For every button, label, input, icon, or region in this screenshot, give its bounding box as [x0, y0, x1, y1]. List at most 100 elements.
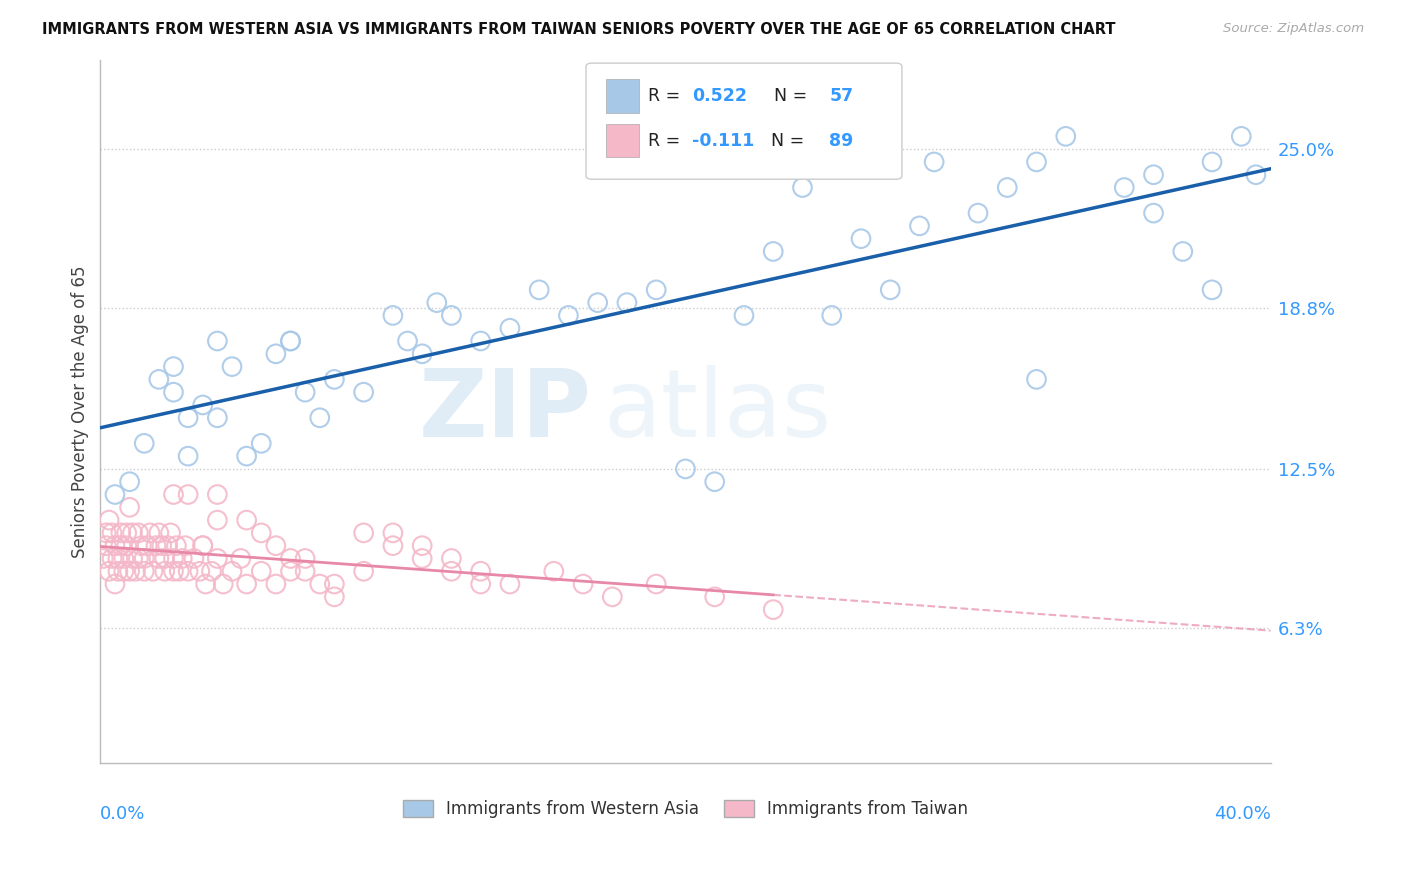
- Text: N =: N =: [770, 131, 810, 150]
- Point: [107, 551, 129, 566]
- Point: [411, 347, 433, 361]
- Point: [586, 295, 609, 310]
- Point: [294, 385, 316, 400]
- Point: [849, 232, 872, 246]
- Point: [499, 321, 522, 335]
- Point: [411, 539, 433, 553]
- Point: [221, 359, 243, 374]
- Point: [121, 525, 143, 540]
- Point: [124, 564, 146, 578]
- Point: [602, 590, 624, 604]
- Text: Source: ZipAtlas.com: Source: ZipAtlas.com: [1223, 22, 1364, 36]
- Point: [440, 551, 463, 566]
- Point: [250, 525, 273, 540]
- Text: 0.522: 0.522: [693, 87, 748, 105]
- Point: [96, 539, 118, 553]
- Point: [145, 539, 167, 553]
- Point: [98, 513, 121, 527]
- Point: [470, 564, 492, 578]
- Point: [136, 539, 159, 553]
- Point: [995, 180, 1018, 194]
- Point: [96, 525, 118, 540]
- Point: [162, 564, 184, 578]
- Point: [703, 590, 725, 604]
- Text: N =: N =: [762, 87, 813, 105]
- Point: [148, 372, 170, 386]
- Point: [280, 334, 302, 348]
- Point: [118, 475, 141, 489]
- Point: [294, 551, 316, 566]
- Point: [411, 551, 433, 566]
- Point: [1142, 168, 1164, 182]
- Point: [101, 551, 124, 566]
- Text: R =: R =: [648, 131, 686, 150]
- Point: [127, 525, 149, 540]
- Point: [104, 487, 127, 501]
- Point: [194, 577, 217, 591]
- Point: [177, 410, 200, 425]
- Point: [207, 551, 229, 566]
- Point: [792, 180, 814, 194]
- Point: [323, 372, 346, 386]
- Point: [1201, 155, 1223, 169]
- Point: [235, 577, 257, 591]
- Point: [212, 577, 235, 591]
- Point: [159, 525, 181, 540]
- Point: [177, 449, 200, 463]
- Y-axis label: Seniors Poverty Over the Age of 65: Seniors Poverty Over the Age of 65: [72, 265, 89, 558]
- Point: [294, 564, 316, 578]
- Point: [162, 551, 184, 566]
- FancyBboxPatch shape: [606, 124, 638, 157]
- Point: [733, 309, 755, 323]
- Text: 57: 57: [830, 87, 853, 105]
- Point: [188, 564, 211, 578]
- Point: [353, 564, 375, 578]
- Point: [221, 564, 243, 578]
- Point: [169, 564, 191, 578]
- Point: [174, 539, 197, 553]
- Point: [162, 487, 184, 501]
- Point: [107, 564, 129, 578]
- Point: [527, 283, 550, 297]
- Point: [91, 551, 114, 566]
- Point: [1201, 283, 1223, 297]
- Point: [396, 334, 419, 348]
- Point: [557, 309, 579, 323]
- Point: [134, 551, 156, 566]
- Point: [1142, 206, 1164, 220]
- Text: 40.0%: 40.0%: [1213, 805, 1271, 823]
- Point: [134, 436, 156, 450]
- Point: [353, 385, 375, 400]
- Point: [264, 347, 287, 361]
- Point: [235, 513, 257, 527]
- Point: [207, 513, 229, 527]
- Point: [1244, 168, 1267, 182]
- Point: [675, 462, 697, 476]
- Point: [323, 590, 346, 604]
- Point: [148, 525, 170, 540]
- Point: [1054, 129, 1077, 144]
- Point: [153, 551, 176, 566]
- Point: [280, 334, 302, 348]
- Point: [426, 295, 449, 310]
- Point: [1025, 372, 1047, 386]
- Point: [1114, 180, 1136, 194]
- Point: [177, 487, 200, 501]
- Point: [922, 155, 945, 169]
- Point: [127, 551, 149, 566]
- Point: [499, 577, 522, 591]
- Point: [115, 525, 138, 540]
- Point: [104, 539, 127, 553]
- Point: [142, 564, 165, 578]
- Point: [177, 564, 200, 578]
- Point: [470, 577, 492, 591]
- Point: [162, 385, 184, 400]
- Point: [967, 206, 990, 220]
- Point: [1230, 129, 1253, 144]
- Text: atlas: atlas: [603, 366, 832, 458]
- Point: [191, 398, 214, 412]
- Point: [264, 577, 287, 591]
- Point: [200, 564, 222, 578]
- Text: 89: 89: [830, 131, 853, 150]
- Point: [207, 334, 229, 348]
